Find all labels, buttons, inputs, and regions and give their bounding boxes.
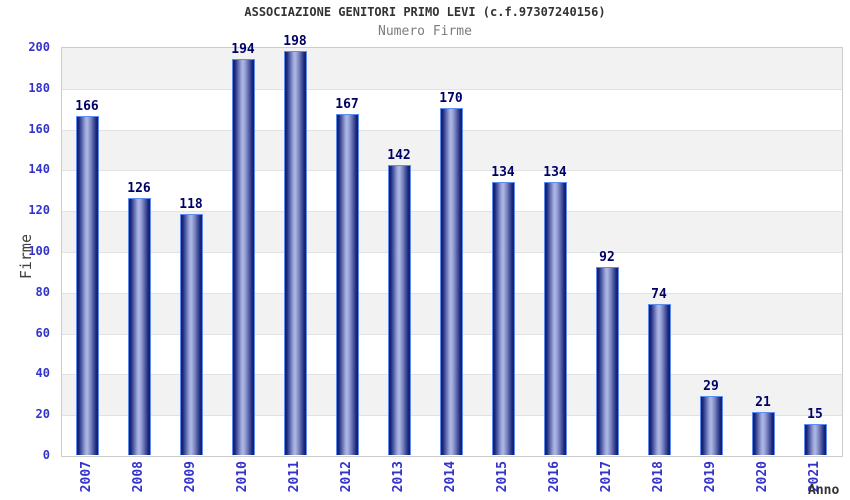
x-tick-label: 2008	[131, 461, 146, 493]
bar	[127, 197, 151, 455]
y-tick-label: 40	[35, 366, 50, 381]
y-tick-label: 20	[35, 407, 50, 422]
chart-title: ASSOCIAZIONE GENITORI PRIMO LEVI (c.f.97…	[244, 5, 606, 19]
bar-value-label: 198	[283, 34, 307, 50]
bar-value-label: 167	[335, 97, 359, 113]
bar-value-label: 15	[807, 407, 823, 423]
bar-value-label: 170	[439, 91, 463, 107]
bar	[283, 51, 307, 455]
bar	[751, 412, 775, 455]
x-tick-label: 2019	[703, 461, 718, 493]
bar-value-label: 29	[703, 378, 719, 394]
x-tick-label: 2012	[339, 461, 354, 493]
x-tick-label: 2017	[599, 461, 614, 493]
bar-value-label: 166	[75, 99, 99, 115]
bar	[699, 395, 723, 455]
x-tick-label: 2015	[495, 461, 510, 493]
x-tick-label: 2013	[391, 461, 406, 493]
y-tick-label: 60	[35, 325, 50, 340]
y-tick-label: 120	[28, 203, 50, 218]
y-tick-label: 80	[35, 284, 50, 299]
x-tick-label: 2011	[287, 461, 302, 493]
x-tick-label: 2009	[183, 461, 198, 493]
bar-value-label: 134	[491, 164, 515, 180]
bar	[335, 114, 359, 455]
y-tick-label: 200	[28, 40, 50, 54]
y-tick-label: 160	[28, 121, 50, 136]
x-tick-label: 2020	[755, 461, 770, 493]
bar	[439, 108, 463, 455]
plot-band	[62, 48, 842, 89]
y-tick-label: 100	[28, 244, 50, 258]
bar-value-label: 134	[543, 164, 567, 180]
y-tick-label: 140	[28, 162, 50, 177]
bar	[595, 267, 619, 455]
x-tick-label: 2018	[651, 461, 666, 493]
x-tick-label: 2016	[547, 461, 562, 493]
x-axis-title: Anno	[808, 483, 840, 498]
bar	[543, 181, 567, 455]
x-tick-label: 2007	[79, 461, 94, 493]
bar	[231, 59, 255, 455]
chart-subtitle: Numero Firme	[378, 24, 472, 39]
bar	[803, 424, 827, 455]
y-tick-label: 0	[42, 448, 50, 462]
bar-value-label: 74	[651, 287, 667, 303]
bar	[491, 181, 515, 455]
bar	[387, 165, 411, 455]
bar-value-label: 118	[179, 197, 203, 213]
y-tick-label: 180	[28, 80, 50, 95]
x-tick-label: 2014	[443, 461, 458, 493]
gridline	[62, 88, 842, 90]
bar	[179, 214, 203, 455]
bar-value-label: 142	[387, 148, 411, 164]
x-tick-label: 2010	[235, 461, 250, 493]
bar	[75, 116, 99, 455]
bar-value-label: 194	[231, 42, 255, 58]
bar-value-label: 21	[755, 395, 771, 411]
bar-value-label: 92	[599, 250, 615, 266]
bar	[647, 304, 671, 455]
bar-value-label: 126	[127, 180, 151, 196]
